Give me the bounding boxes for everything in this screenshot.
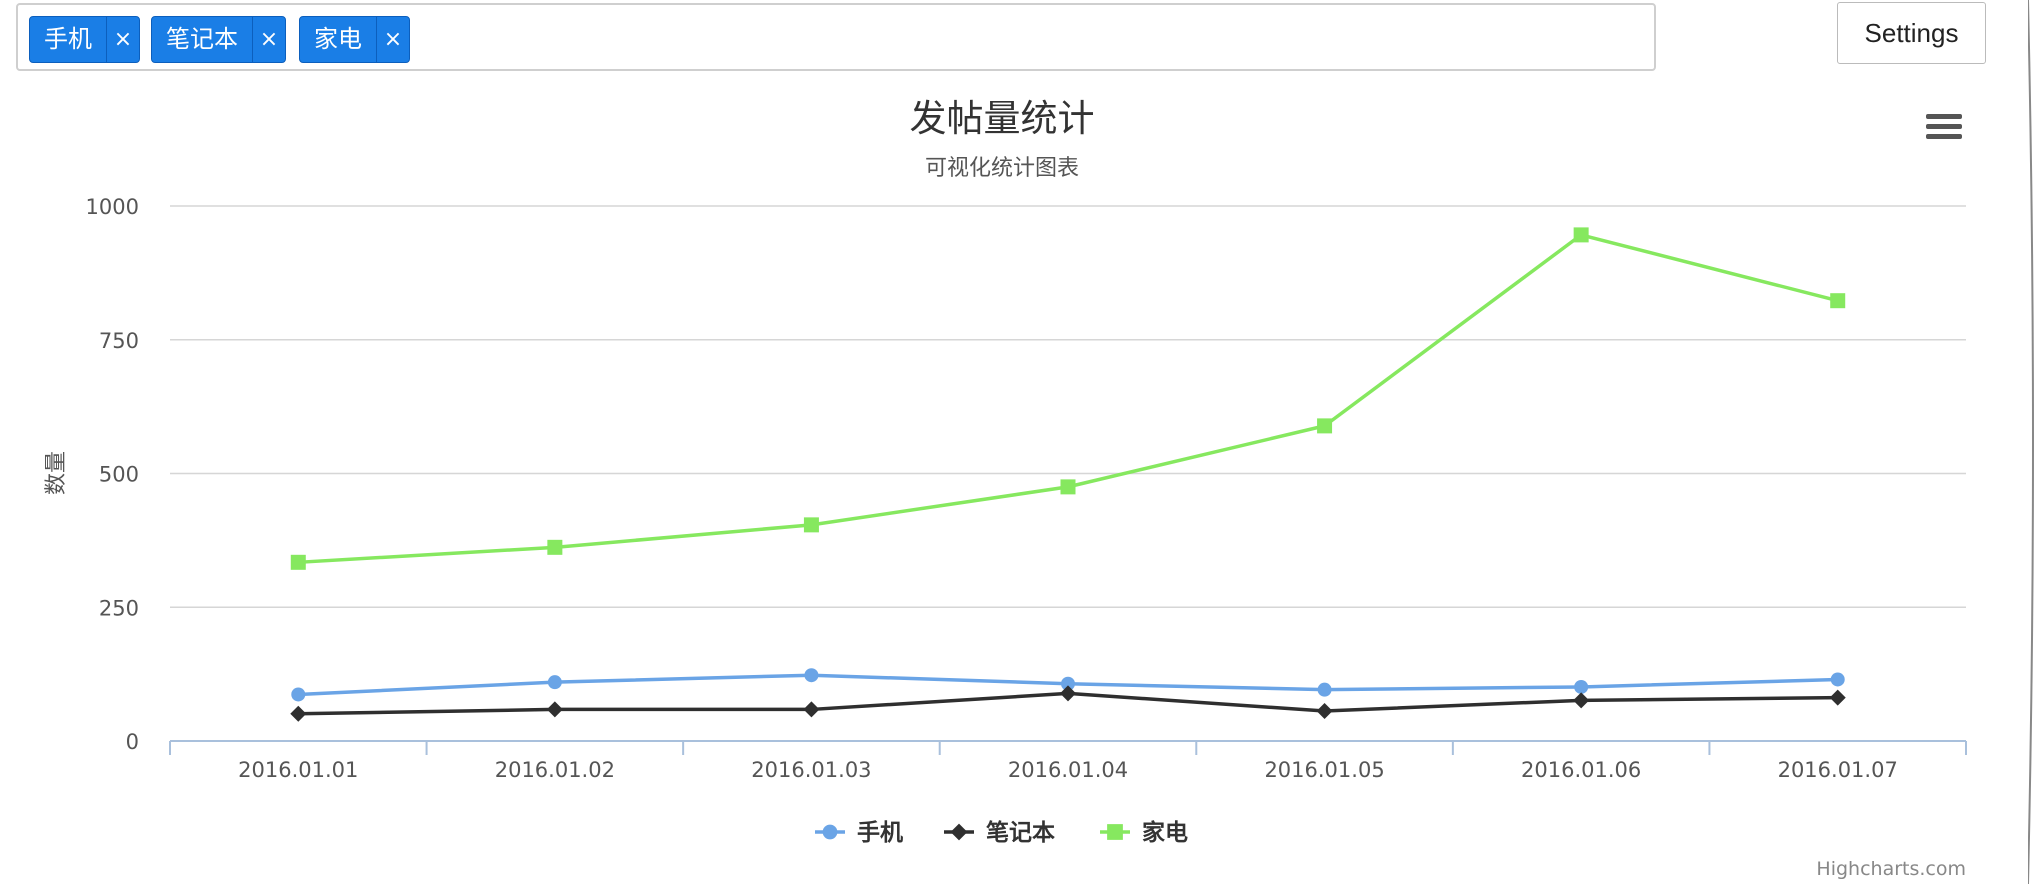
x-tick-label: 2016.01.06 (1521, 758, 1641, 782)
credits-link[interactable]: Highcharts.com (1816, 858, 1966, 880)
legend-item[interactable]: 笔记本 (944, 819, 1055, 846)
legend-marker (1107, 824, 1123, 840)
remove-tag-icon[interactable]: × (376, 17, 409, 62)
series-circle (291, 668, 1845, 702)
series-line (298, 233, 1839, 565)
x-tick-label: 2016.01.02 (495, 758, 615, 782)
legend-label: 手机 (857, 820, 903, 846)
remove-tag-icon[interactable]: × (106, 17, 139, 62)
y-axis-label: 数量 (44, 451, 69, 495)
data-point[interactable] (547, 675, 562, 690)
y-tick-label: 0 (126, 730, 139, 754)
legend-item[interactable]: 手机 (815, 820, 903, 846)
x-tick-label: 2016.01.03 (751, 758, 871, 782)
series-diamond (290, 685, 1846, 722)
legend-label: 家电 (1142, 819, 1188, 846)
x-axis: 2016.01.01 2016.01.02 2016.01.03 2016.01.04… (169, 740, 1967, 782)
data-point[interactable] (547, 539, 563, 555)
legend-marker (950, 823, 968, 841)
tag-label: 家电 (314, 25, 362, 53)
data-point[interactable] (803, 701, 820, 718)
x-tick-label: 2016.01.04 (1008, 758, 1128, 782)
series-layer (290, 227, 1846, 722)
data-point[interactable] (1830, 293, 1846, 309)
legend-item[interactable]: 家电 (1100, 819, 1188, 846)
x-tick-label: 2016.01.07 (1778, 758, 1898, 782)
grid-lines (170, 205, 1966, 608)
data-point[interactable] (1830, 672, 1845, 687)
data-point[interactable] (1060, 479, 1076, 495)
x-tick-label: 2016.01.01 (238, 758, 358, 782)
data-point[interactable] (1317, 682, 1332, 697)
data-point[interactable] (1574, 679, 1589, 694)
data-point[interactable] (546, 701, 563, 718)
y-tick-label: 750 (99, 329, 139, 353)
chart-title: 发帖量统计 (910, 97, 1095, 140)
settings-button[interactable]: Settings (1837, 2, 1986, 64)
data-point[interactable] (1317, 418, 1333, 434)
data-point[interactable] (1573, 692, 1590, 709)
legend-marker (822, 824, 838, 840)
legend-label: 笔记本 (986, 819, 1055, 846)
y-axis-ticks: 0 250 500 750 1000 (86, 195, 139, 754)
data-point[interactable] (803, 517, 819, 533)
remove-tag-icon[interactable]: × (252, 17, 285, 62)
data-point[interactable] (1829, 689, 1846, 706)
tag-shouji: 手机 × (29, 16, 140, 63)
tag-bijiben: 笔记本 × (151, 16, 286, 63)
data-point[interactable] (291, 687, 306, 702)
scroll-edge (2028, 0, 2034, 884)
data-point[interactable] (290, 705, 307, 722)
y-tick-label: 1000 (86, 195, 139, 219)
x-tick-label: 2016.01.05 (1264, 758, 1384, 782)
tag-label: 手机 (44, 25, 92, 53)
data-point[interactable] (290, 554, 306, 570)
tag-input-box[interactable]: 手机 × 笔记本 × 家电 × (16, 3, 1656, 71)
y-tick-label: 250 (99, 596, 139, 620)
y-tick-label: 500 (99, 463, 139, 487)
data-point[interactable] (1316, 703, 1333, 720)
series-square (290, 227, 1846, 570)
data-point[interactable] (804, 668, 819, 683)
tag-jiadian: 家电 × (299, 16, 410, 63)
hamburger-menu-icon[interactable] (1926, 114, 1962, 139)
data-point[interactable] (1573, 227, 1589, 243)
data-point[interactable] (1061, 676, 1075, 691)
data-point[interactable] (1060, 685, 1076, 702)
tag-label: 笔记本 (166, 25, 238, 53)
chart-subtitle: 可视化统计图表 (925, 156, 1079, 181)
legend: 手机 笔记本 家电 (815, 819, 1188, 846)
